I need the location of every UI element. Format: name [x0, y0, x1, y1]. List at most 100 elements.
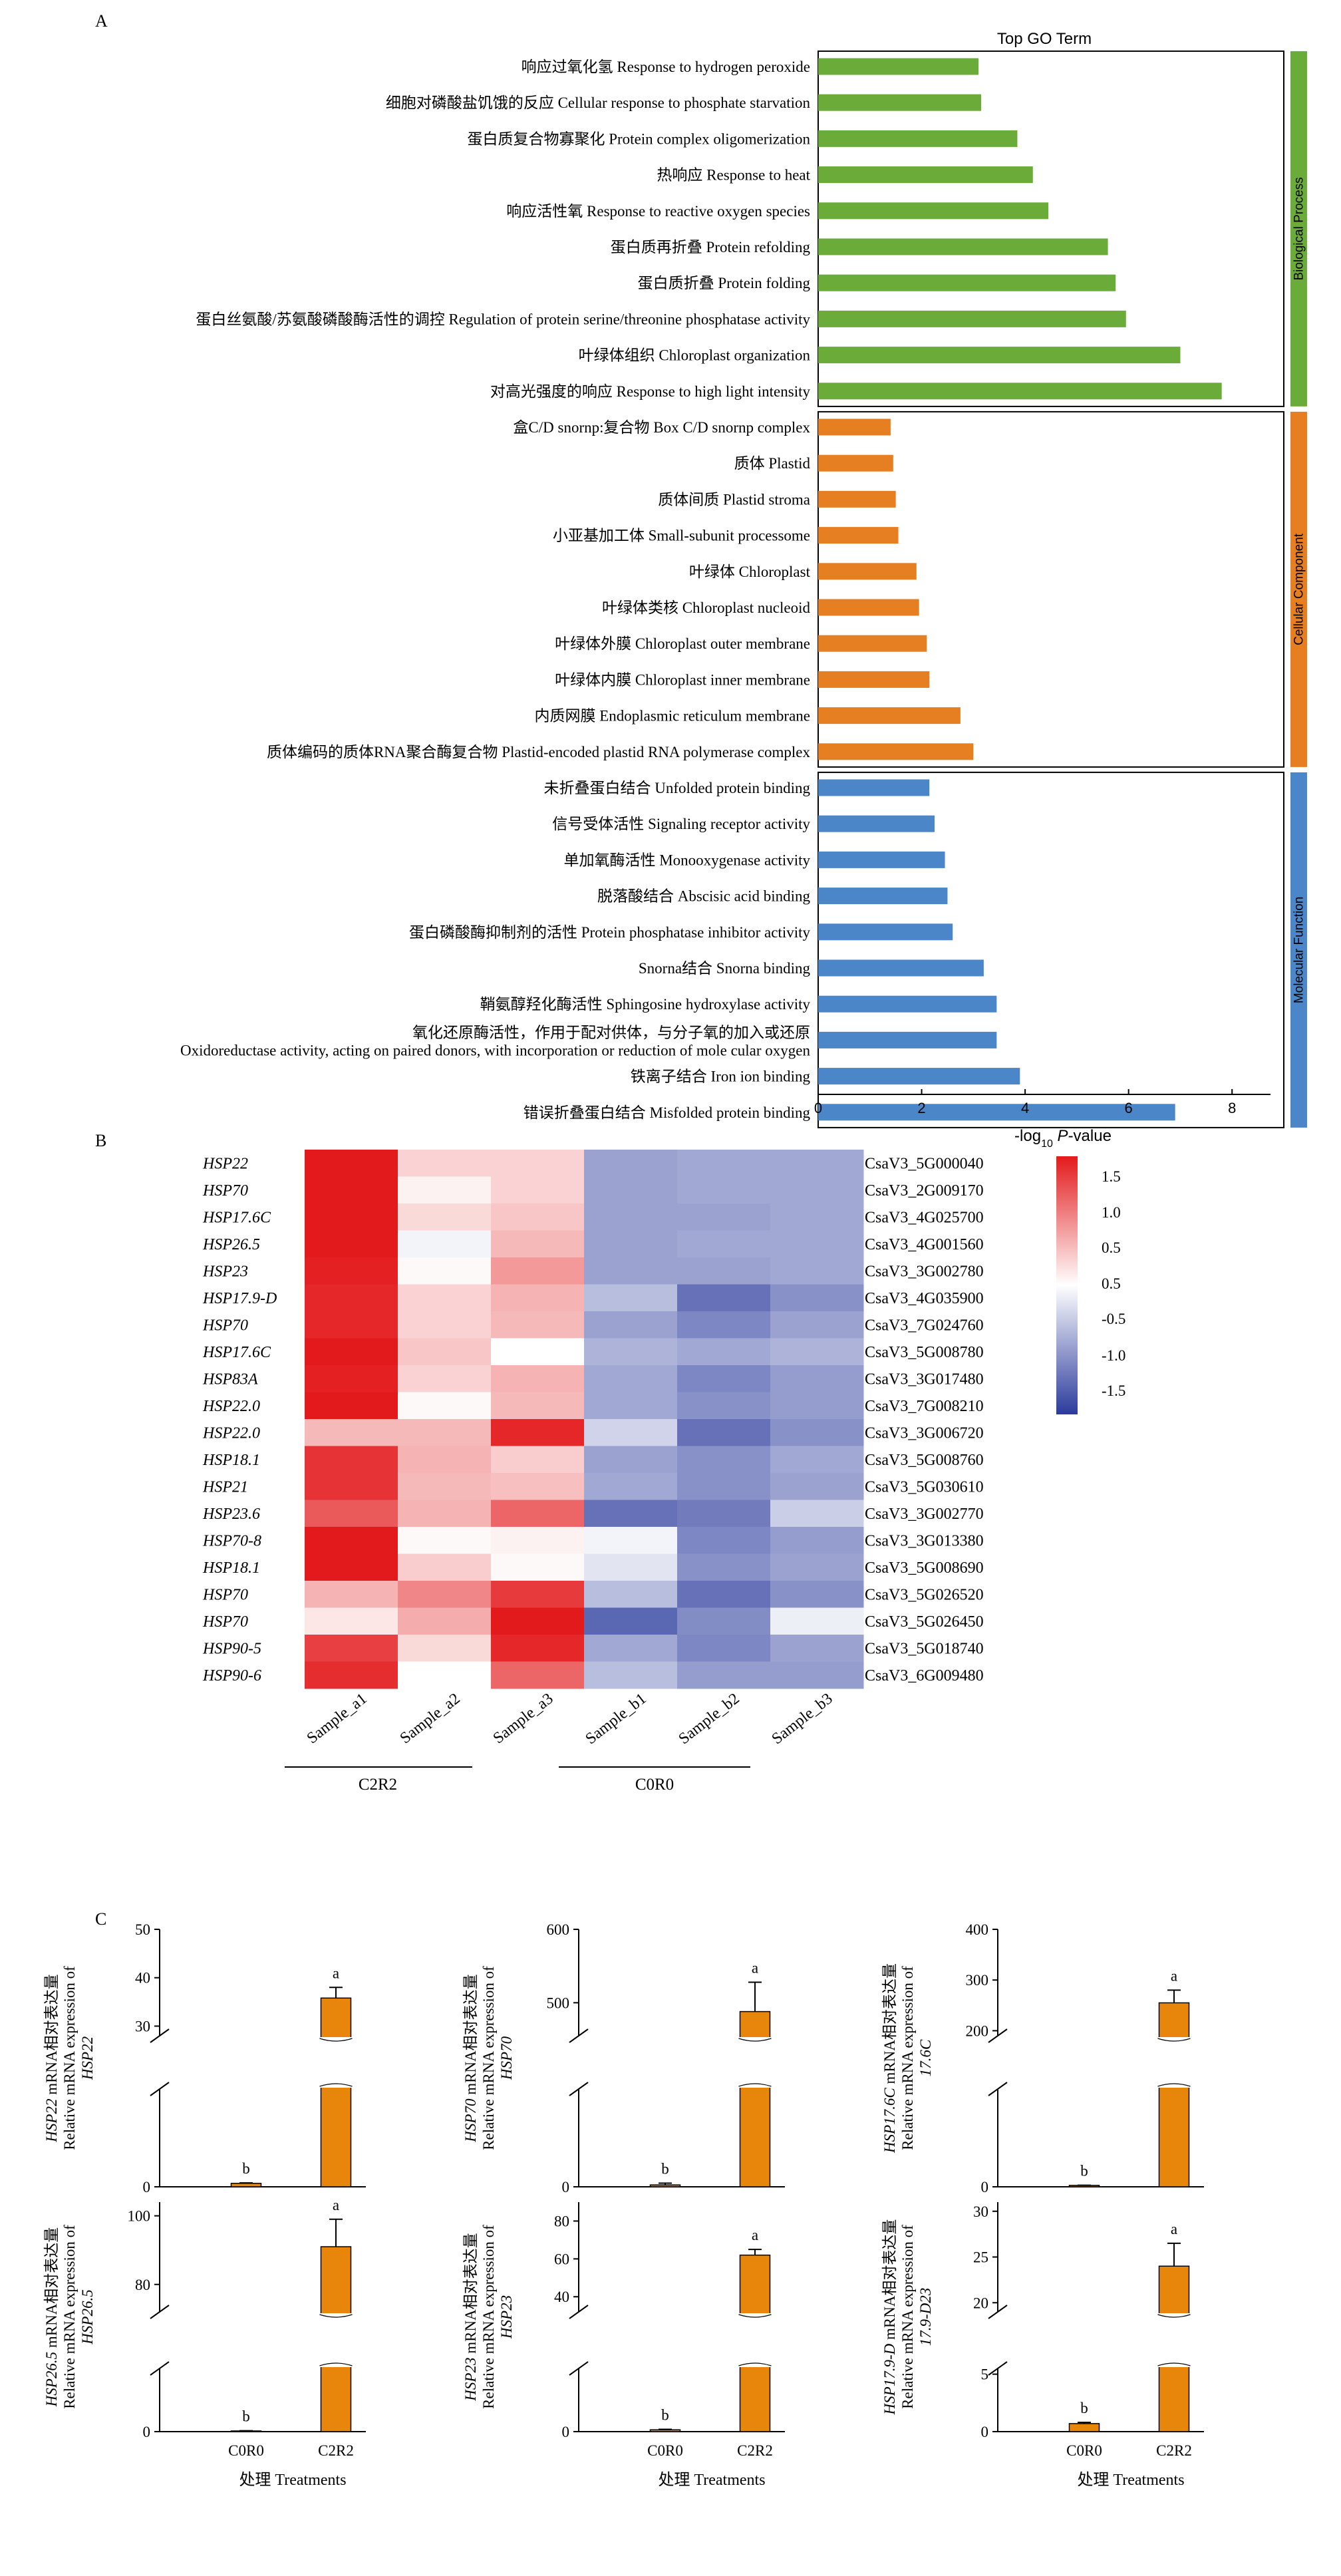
heatmap-cell: [677, 1581, 771, 1608]
heatmap-cell: [584, 1419, 678, 1446]
x-tick-label: 4: [1021, 1100, 1029, 1116]
y-tick-label: 500: [547, 1995, 570, 2011]
heatmap-cell: [677, 1446, 771, 1474]
heatmap-cell: [770, 1500, 864, 1528]
heatmap-column-label: Sample_a3: [490, 1690, 557, 1747]
y-tick-label: 200: [966, 2022, 989, 2039]
y-tick-label: 5: [981, 2366, 989, 2383]
heatmap-cell: [305, 1446, 398, 1474]
heatmap-cell: [398, 1311, 492, 1339]
heatmap-cell: [770, 1311, 864, 1339]
significance-letter: a: [752, 2227, 758, 2243]
heatmap-cell: [491, 1365, 585, 1392]
panel-a-label: A: [95, 11, 108, 31]
group-frame: [818, 771, 1284, 1128]
heatmap-cell: [677, 1661, 771, 1689]
colorbar-tick-label: -0.5: [1102, 1311, 1125, 1327]
heatmap-row-id: CsaV3_5G026520: [865, 1586, 984, 1603]
significance-letter: b: [1080, 2400, 1088, 2416]
group-frame: [818, 50, 1284, 407]
heatmap-cell: [677, 1338, 771, 1366]
x-category-label: C2R2: [737, 2442, 773, 2459]
x-tick-label: 6: [1125, 1100, 1133, 1116]
y-tick-label: 0: [143, 2179, 151, 2195]
heatmap-row-id: CsaV3_5G018740: [865, 1640, 984, 1657]
heatmap-cell: [584, 1581, 678, 1608]
go-term-label: 内质网膜 Endoplasmic reticulum membrane: [534, 708, 810, 724]
heatmap-cell: [770, 1635, 864, 1662]
heatmap-column-label: Sample_b1: [583, 1690, 650, 1748]
heatmap-cell: [677, 1365, 771, 1392]
bar-break-gap: [1157, 2313, 1191, 2367]
heatmap-cell: [305, 1392, 398, 1420]
heatmap-row-id: CsaV3_5G008690: [865, 1559, 984, 1577]
heatmap-cell: [398, 1338, 492, 1366]
heatmap-cell: [770, 1284, 864, 1312]
x-category-label: C0R0: [647, 2442, 683, 2459]
heatmap-row-id: CsaV3_3G002770: [865, 1506, 984, 1523]
go-bar: [818, 130, 1018, 147]
x-axis-title: 处理 Treatments: [658, 2471, 765, 2489]
heatmap-row-id: CsaV3_4G035900: [865, 1290, 984, 1307]
y-axis-title-cn: HSP26.5 mRNA相对表达量: [43, 2227, 60, 2408]
heatmap-cell: [677, 1635, 771, 1662]
y-tick-label: 80: [554, 2213, 569, 2229]
heatmap-cell: [491, 1473, 585, 1500]
go-bar: [818, 851, 945, 868]
y-axis-title-cn: HSP17.9-D mRNA相对表达量: [881, 2219, 898, 2416]
y-tick-label: 30: [135, 2018, 150, 2034]
heatmap-cell: [491, 1635, 585, 1662]
heatmap-cell: [770, 1365, 864, 1392]
heatmap-cell: [305, 1635, 398, 1662]
heatmap-cell: [491, 1257, 585, 1285]
heatmap-cell: [677, 1176, 771, 1204]
y-tick-label: 20: [973, 2295, 988, 2311]
x-tick-label: 0: [814, 1100, 822, 1116]
heatmap-cell: [677, 1419, 771, 1446]
go-term-label: 铁离子结合 Iron ion binding: [631, 1068, 811, 1085]
axis-break-mark: [569, 2082, 589, 2096]
heatmap-cell: [398, 1284, 492, 1312]
go-term-label: 对高光强度的响应 Response to high light intensit…: [490, 383, 811, 400]
group-label: Biological Process: [1292, 177, 1306, 280]
heatmap-row-label: HSP18.1: [202, 1559, 260, 1577]
bar-break-curve: [319, 2038, 353, 2087]
go-term-label: 质体间质 Plastid stroma: [658, 491, 810, 508]
heatmap-row-id: CsaV3_3G013380: [865, 1532, 984, 1549]
colorbar-tick-label: -1.0: [1102, 1347, 1125, 1364]
go-bar: [818, 599, 919, 616]
group-strip: [1290, 51, 1307, 406]
heatmap-cell: [770, 1607, 864, 1635]
y-tick-label: 50: [135, 1921, 150, 1938]
qpcr-subplot: 80 60 40 0 b C0R0 a C2R2 处理 Treatments HSP23 mRNA…: [462, 2202, 785, 2489]
colorbar-tick-label: -1.5: [1102, 1382, 1125, 1399]
y-axis-title-gene: HSP26.5: [79, 2289, 96, 2344]
heatmap-cell: [398, 1527, 492, 1554]
heatmap-cell: [305, 1607, 398, 1635]
go-term-label: 错误折叠蛋白结合 Misfolded protein binding: [523, 1104, 811, 1121]
heatmap-cell: [305, 1257, 398, 1285]
heatmap-cell: [770, 1230, 864, 1258]
heatmap-row-label: HSP90-5: [202, 1640, 261, 1657]
axis-break-mark: [569, 2028, 589, 2043]
heatmap-cell: [491, 1230, 585, 1258]
heatmap-cell: [584, 1661, 678, 1689]
significance-letter: b: [242, 2160, 250, 2177]
heatmap-row-label: HSP90-6: [202, 1667, 261, 1685]
go-term-label: 叶绿体内膜 Chloroplast inner membrane: [555, 671, 810, 688]
x-tick-label: 2: [917, 1100, 925, 1116]
heatmap-cell: [584, 1284, 678, 1312]
heatmap-cell: [491, 1392, 585, 1420]
y-tick-label: 600: [547, 1921, 570, 1938]
significance-letter: b: [242, 2408, 250, 2425]
expression-bar: [649, 2184, 681, 2187]
heatmap-cell: [305, 1176, 398, 1204]
heatmap-cell: [491, 1661, 585, 1689]
go-bar: [818, 563, 917, 580]
heatmap-cell: [770, 1473, 864, 1500]
y-axis-title-cn: HSP17.6C mRNA相对表达量: [881, 1963, 898, 2154]
go-bar: [818, 959, 984, 977]
heatmap-cell: [305, 1204, 398, 1231]
x-category-label: C0R0: [1066, 2442, 1102, 2459]
significance-letter: a: [1171, 2221, 1177, 2237]
